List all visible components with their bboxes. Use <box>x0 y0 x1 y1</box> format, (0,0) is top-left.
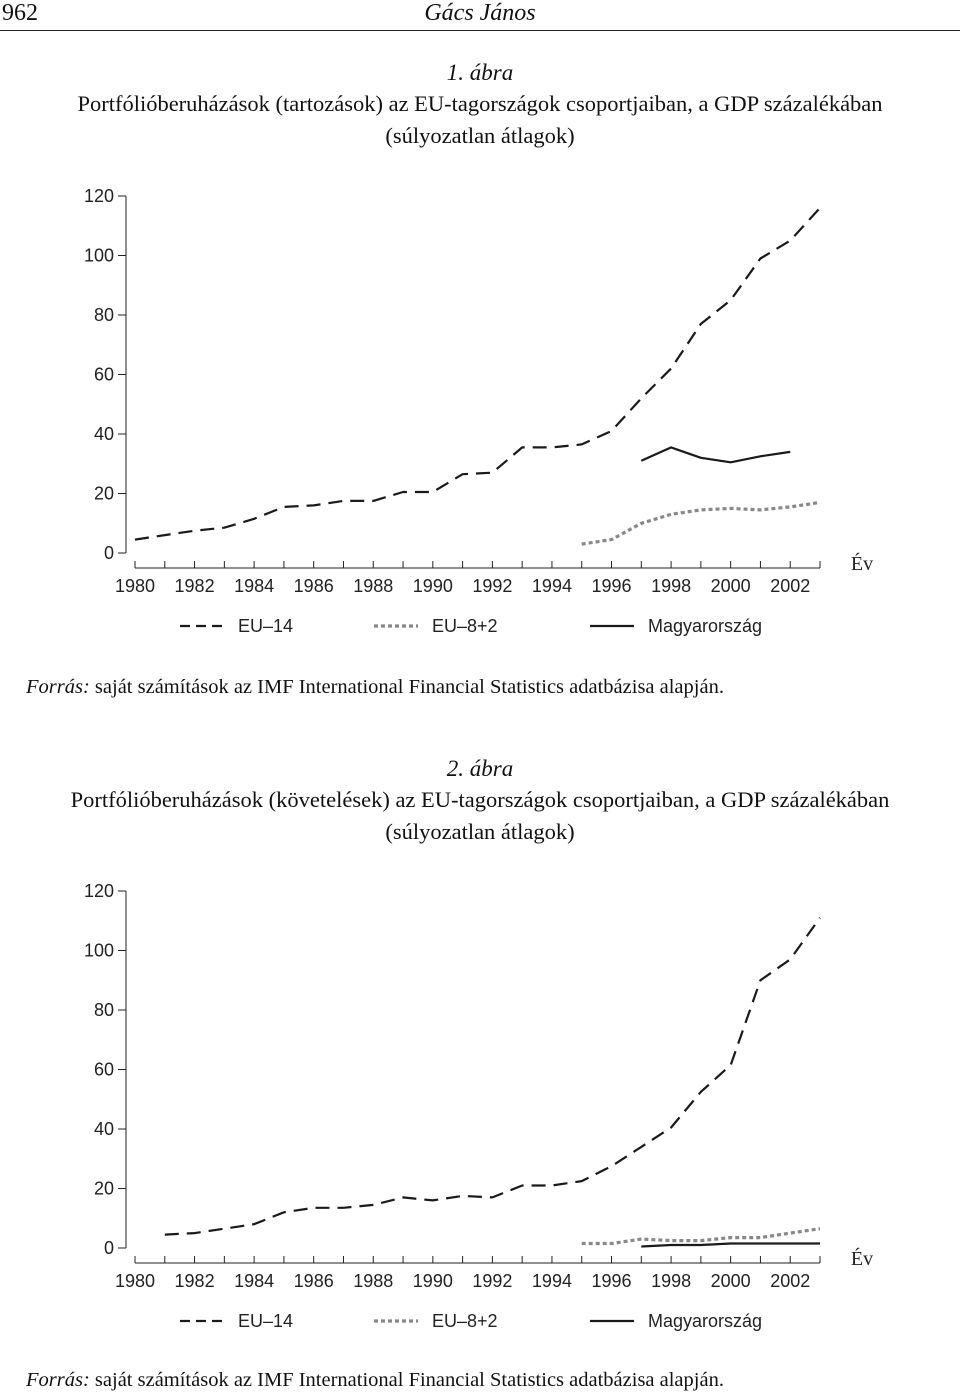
figure-2-number: 2. ábra <box>446 756 514 781</box>
x-axis-title: Év <box>851 1247 873 1270</box>
series-line <box>581 1227 821 1246</box>
x-tick-label: 1982 <box>175 576 215 596</box>
figure-1-title: Portfólióberuházások (tartozások) az EU-… <box>0 88 960 152</box>
x-tick-label: 1980 <box>115 576 155 596</box>
x-tick-label: 1982 <box>175 1271 215 1291</box>
x-tick-label: 1988 <box>353 1271 393 1291</box>
running-author: Gács János <box>424 0 536 26</box>
figure-1-source: Forrás: saját számítások az IMF Internat… <box>26 676 724 699</box>
x-tick-label: 1996 <box>591 1271 631 1291</box>
x-tick-label: 1986 <box>294 576 334 596</box>
x-tick-label: 2000 <box>711 576 751 596</box>
y-tick-label: 80 <box>94 1000 114 1020</box>
legend-label: Magyarország <box>648 616 762 636</box>
page-number: 962 <box>2 0 38 26</box>
x-tick-label: 1988 <box>353 576 393 596</box>
figure-2-source-label: Forrás: <box>26 1369 90 1391</box>
legend-label: EU–8+2 <box>432 1311 498 1331</box>
x-tick-label: 1990 <box>413 1271 453 1291</box>
running-header: 962 Gács János <box>0 0 960 31</box>
series-line <box>641 1242 820 1248</box>
y-tick-label: 20 <box>94 1179 114 1199</box>
legend-label: Magyarország <box>648 1311 762 1331</box>
figure-1-number: 1. ábra <box>446 60 514 85</box>
figure-1-title-line1: Portfólióberuházások (tartozások) az EU-… <box>77 91 883 116</box>
x-tick-label: 1996 <box>591 576 631 596</box>
y-tick-label: 20 <box>94 484 114 504</box>
x-tick-label: 1984 <box>234 576 274 596</box>
figure-1-chart: 0 20 40 60 80 100 120 1980 1982 1984 1986 1988 1990 1… <box>84 186 873 636</box>
x-tick-label: 2000 <box>711 1271 751 1291</box>
x-tick-label: 2002 <box>770 576 810 596</box>
figure-1-source-text: saját számítások az IMF International Fi… <box>89 676 724 698</box>
y-tick-label: 0 <box>104 1238 114 1258</box>
x-axis-title: Év <box>851 552 873 575</box>
series-line <box>581 500 821 546</box>
figure-2-title-line2: (súlyozatlan átlagok) <box>385 819 575 844</box>
y-tick-label: 60 <box>94 365 114 385</box>
y-tick-label: 0 <box>104 543 114 563</box>
figure-2-title-line1: Portfólióberuházások (követelések) az EU… <box>70 787 890 812</box>
x-tick-label: 1992 <box>472 576 512 596</box>
y-tick-label: 120 <box>84 881 114 901</box>
x-tick-label: 1998 <box>651 1271 691 1291</box>
series-line <box>640 446 791 464</box>
figure-2-source: Forrás: saját számítások az IMF Internat… <box>26 1369 724 1392</box>
y-tick-label: 100 <box>84 941 114 961</box>
legend-label: EU–8+2 <box>432 616 498 636</box>
legend-label: EU–14 <box>238 616 293 636</box>
x-tick-label: 1984 <box>234 1271 274 1291</box>
x-tick-label: 1998 <box>651 576 691 596</box>
x-tick-label: 1994 <box>532 1271 572 1291</box>
x-tick-label: 2002 <box>770 1271 810 1291</box>
legend-label: EU–14 <box>238 1311 293 1331</box>
x-tick-label: 1980 <box>115 1271 155 1291</box>
y-tick-label: 80 <box>94 305 114 325</box>
x-tick-label: 1990 <box>413 576 453 596</box>
y-tick-label: 100 <box>84 246 114 266</box>
x-tick-label: 1986 <box>294 1271 334 1291</box>
figure-2-title: Portfólióberuházások (követelések) az EU… <box>0 784 960 848</box>
y-tick-label: 60 <box>94 1060 114 1080</box>
y-tick-label: 40 <box>94 1119 114 1139</box>
y-tick-label: 120 <box>84 186 114 206</box>
series-line <box>134 207 821 541</box>
y-tick-label: 40 <box>94 424 114 444</box>
figure-1-title-line2: (súlyozatlan átlagok) <box>385 123 575 148</box>
x-tick-label: 1992 <box>472 1271 512 1291</box>
figure-1-source-label: Forrás: <box>26 676 90 698</box>
figure-2-chart: 0 20 40 60 80 100 120 1980 1982 1984 1986 1988 1990 1… <box>84 881 873 1331</box>
figure-2-source-text: saját számítások az IMF International Fi… <box>89 1369 724 1391</box>
x-tick-label: 1994 <box>532 576 572 596</box>
series-line <box>164 917 821 1236</box>
